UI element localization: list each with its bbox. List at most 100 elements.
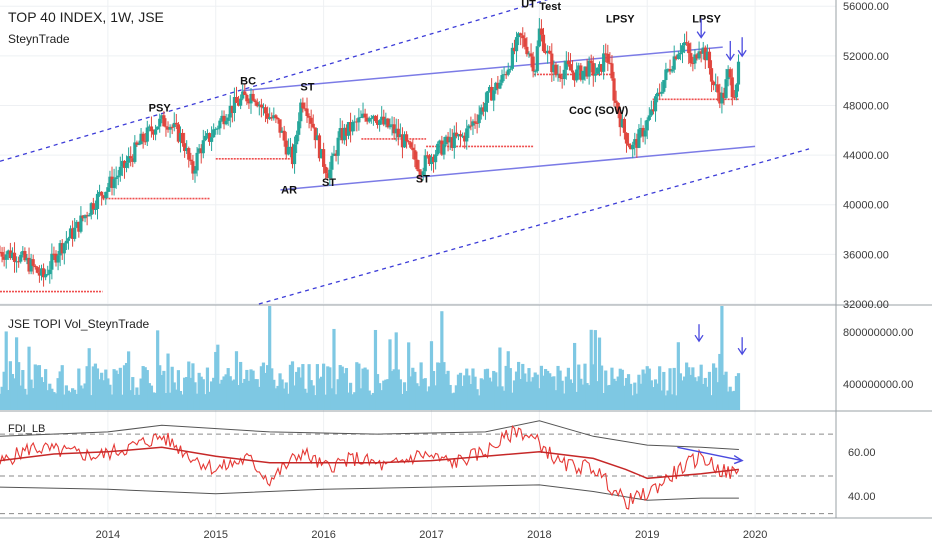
volume-bar — [226, 368, 230, 410]
candle-body — [616, 102, 620, 114]
volume-bar — [54, 393, 58, 410]
candle-body — [178, 132, 183, 142]
candle-body — [162, 115, 166, 127]
candle-body — [709, 68, 714, 82]
candle-body — [469, 125, 473, 127]
wyckoff-label: BC — [240, 75, 256, 87]
candle-body — [736, 61, 741, 85]
candle-body — [270, 117, 274, 119]
candle-body — [716, 84, 720, 93]
candle-body — [367, 118, 371, 122]
candle-body — [249, 93, 253, 104]
candle-body — [689, 53, 693, 64]
volume-bar — [651, 387, 656, 410]
candle-body — [46, 274, 50, 276]
volume-bar — [137, 394, 141, 410]
price-pane[interactable]: PSY BC ST AR ST ST UT Test LPSY CoC (SOW) LPSY — [0, 0, 810, 305]
price-tick-label: 36000.00 — [843, 249, 889, 261]
candle-body — [581, 70, 585, 80]
price-tick-label: 44000.00 — [843, 150, 889, 162]
candle-body — [104, 191, 108, 199]
volume-pane-title: JSE TOPI Vol_SteynTrade — [8, 317, 150, 331]
volume-bar — [355, 362, 359, 410]
volume-bar — [68, 392, 73, 410]
candle-body — [243, 91, 247, 95]
candle-body — [297, 121, 301, 135]
volume-bar — [701, 383, 705, 410]
volume-bar — [207, 391, 212, 410]
volume-bar — [239, 361, 243, 410]
volume-bar — [693, 377, 697, 410]
candle-body — [382, 116, 386, 125]
candle-body — [398, 134, 402, 138]
volume-bar — [93, 363, 98, 410]
candle-body — [110, 176, 114, 188]
candle-body — [514, 37, 519, 52]
volume-bar — [336, 379, 340, 410]
candle-body — [672, 56, 676, 70]
candle-body — [149, 126, 154, 132]
candle-body — [27, 257, 31, 272]
candle-body — [292, 144, 297, 165]
candle-body — [330, 155, 334, 170]
candle-body — [344, 127, 349, 136]
volume-bar — [718, 353, 722, 410]
candle-body — [268, 117, 272, 119]
volume-bar — [481, 379, 485, 410]
candle-body — [365, 117, 369, 122]
volume-bar — [454, 385, 458, 410]
candle-body — [595, 67, 600, 74]
volume-bar — [479, 378, 483, 410]
volume-bar — [384, 379, 388, 410]
volume-bar — [664, 395, 668, 410]
candle-body — [328, 169, 332, 179]
volume-bar — [319, 376, 324, 410]
volume-bar — [183, 377, 187, 410]
volume-bar — [626, 374, 631, 410]
volume-bar — [629, 383, 633, 410]
candle-body — [299, 102, 303, 122]
candle-body — [50, 253, 54, 270]
volume-bar — [41, 382, 46, 410]
candle-body — [668, 69, 672, 72]
volume-pane[interactable] — [0, 306, 747, 410]
volume-bar — [637, 374, 641, 410]
volume-bar — [444, 374, 448, 410]
volume-bar — [506, 351, 510, 410]
volume-bar — [529, 381, 533, 410]
fdi-pane[interactable] — [0, 420, 836, 515]
candle-body — [726, 69, 730, 80]
volume-bar — [670, 394, 674, 410]
candle-body — [75, 221, 79, 228]
candle-body — [707, 51, 712, 69]
volume-bar — [691, 367, 695, 410]
volume-bar — [568, 379, 573, 410]
candle-body — [724, 79, 728, 98]
volume-bar — [4, 331, 8, 410]
candle-body — [282, 130, 286, 141]
volume-bar — [365, 369, 369, 410]
candle-body — [170, 126, 174, 128]
candle-body — [8, 250, 12, 259]
volume-bar — [266, 365, 270, 410]
candle-body — [404, 134, 409, 142]
candle-body — [475, 122, 479, 124]
volume-bar — [276, 385, 280, 410]
candle-body — [259, 104, 263, 108]
volume-bar — [295, 371, 299, 410]
candle-body — [52, 253, 56, 255]
candle-body — [537, 28, 541, 47]
price-tick-label: 48000.00 — [843, 100, 889, 112]
candle-body — [440, 140, 444, 155]
candle-body — [631, 144, 635, 150]
candle-body — [705, 51, 709, 61]
candle-body — [261, 107, 266, 109]
candle-body — [236, 102, 241, 106]
volume-bar — [195, 393, 199, 410]
candle-body — [562, 69, 566, 79]
candle-body — [461, 135, 465, 137]
volume-bar — [19, 385, 23, 410]
volume-bar — [172, 382, 176, 410]
candle-body — [373, 115, 378, 122]
chart-author: SteynTrade — [8, 32, 70, 46]
